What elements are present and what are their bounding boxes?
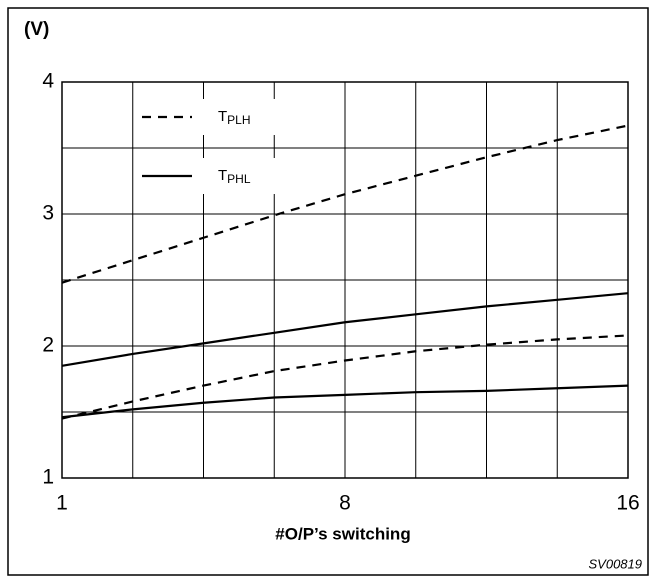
x-axis-label: #O/P’s switching [275, 524, 410, 543]
legend-name: T [218, 167, 227, 184]
series-line [61, 384, 629, 419]
y-tick-label: 1 [42, 466, 54, 489]
legend-label: TPLH [218, 108, 251, 127]
x-tick-label: 8 [339, 492, 351, 515]
legend-name: T [218, 108, 227, 125]
y-tick-label: 2 [42, 334, 54, 357]
legend-subscript: PHL [227, 172, 251, 186]
series-line [61, 334, 629, 420]
series-line [61, 292, 629, 367]
figure-code: SV00819 [589, 556, 643, 571]
frame [7, 7, 649, 576]
y-tick-label: 4 [42, 70, 54, 93]
y-tick-label: 3 [42, 202, 54, 225]
y-unit: (V) [24, 19, 49, 40]
legend-subscript: PLH [227, 113, 250, 127]
series-line [61, 124, 629, 284]
x-tick-label: 1 [56, 492, 68, 515]
x-tick-label: 16 [616, 492, 639, 515]
legend-label: TPHL [218, 167, 251, 186]
plot-border [61, 81, 629, 479]
